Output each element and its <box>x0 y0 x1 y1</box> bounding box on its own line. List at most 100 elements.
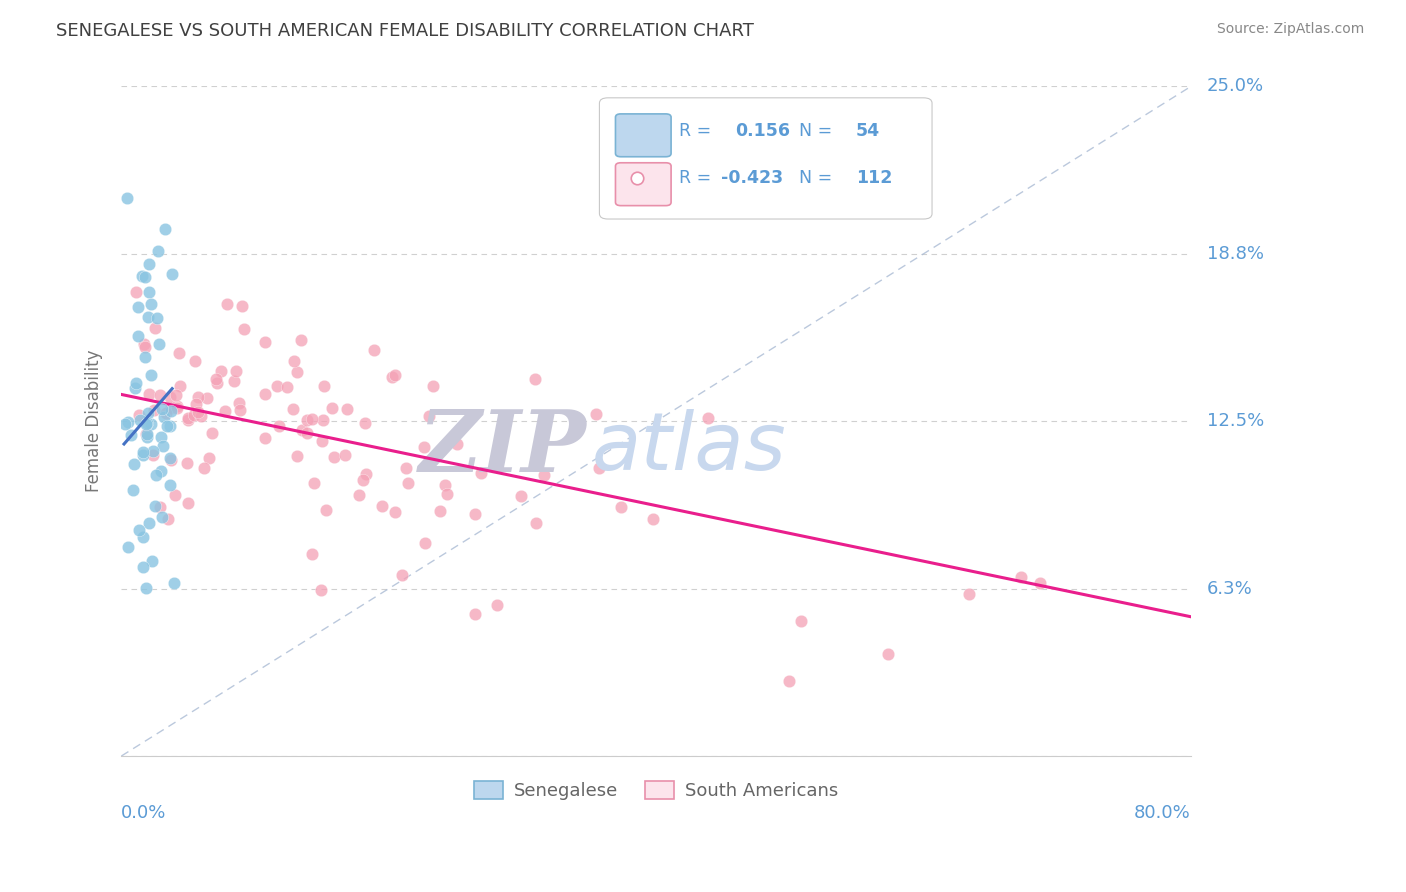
Point <box>371 499 394 513</box>
Point <box>1010 570 1032 584</box>
Point <box>276 380 298 394</box>
Point <box>205 376 228 390</box>
Point <box>523 372 546 386</box>
Point <box>395 461 418 475</box>
FancyBboxPatch shape <box>616 114 671 157</box>
Point <box>254 430 277 444</box>
Point <box>876 647 898 661</box>
Point <box>363 343 385 358</box>
Point <box>153 222 176 236</box>
Point <box>159 391 181 405</box>
Text: 12.5%: 12.5% <box>1206 412 1264 430</box>
Point <box>142 444 165 458</box>
FancyBboxPatch shape <box>599 98 932 219</box>
Point <box>291 423 314 437</box>
Text: Source: ZipAtlas.com: Source: ZipAtlas.com <box>1216 22 1364 37</box>
Point <box>231 299 253 313</box>
Point <box>159 478 181 492</box>
Point <box>311 412 333 426</box>
Point <box>232 321 254 335</box>
Point <box>352 473 374 487</box>
Point <box>312 379 335 393</box>
Point <box>128 523 150 537</box>
Point <box>486 598 509 612</box>
Point <box>588 461 610 475</box>
Point <box>139 297 162 311</box>
Point <box>384 368 406 382</box>
Point <box>124 458 146 472</box>
Point <box>138 257 160 271</box>
Point <box>315 503 337 517</box>
Point <box>297 426 319 441</box>
Point <box>413 536 436 550</box>
Point <box>155 406 177 420</box>
Point <box>214 404 236 418</box>
Point <box>166 399 188 413</box>
Point <box>285 365 308 379</box>
Point <box>157 512 180 526</box>
Text: 6.3%: 6.3% <box>1206 580 1253 598</box>
Point <box>176 456 198 470</box>
Point <box>134 340 156 354</box>
Point <box>201 426 224 441</box>
Point <box>132 559 155 574</box>
Point <box>167 346 190 360</box>
Point <box>138 387 160 401</box>
Point <box>464 507 486 521</box>
Point <box>132 445 155 459</box>
Point <box>381 370 404 384</box>
Point <box>422 379 444 393</box>
Point <box>269 419 291 434</box>
Point <box>190 409 212 423</box>
Point <box>697 410 720 425</box>
Point <box>135 427 157 442</box>
Point <box>204 372 226 386</box>
Point <box>129 413 152 427</box>
Point <box>152 409 174 424</box>
Point <box>132 530 155 544</box>
Point <box>464 607 486 621</box>
Point <box>778 673 800 688</box>
Point <box>225 364 247 378</box>
Point <box>177 413 200 427</box>
Point <box>117 540 139 554</box>
Point <box>321 401 343 416</box>
Point <box>418 409 440 423</box>
Point <box>134 269 156 284</box>
Point <box>322 450 344 464</box>
Point <box>177 495 200 509</box>
Point <box>266 379 288 393</box>
Point <box>215 296 238 310</box>
Point <box>135 417 157 431</box>
Point <box>163 487 186 501</box>
Point <box>131 448 153 462</box>
Point <box>197 450 219 465</box>
Point <box>446 437 468 451</box>
Point <box>117 415 139 429</box>
Point <box>436 487 458 501</box>
Text: 0.156: 0.156 <box>735 122 790 140</box>
Text: 112: 112 <box>856 169 893 187</box>
Point <box>283 354 305 368</box>
Point <box>354 467 377 482</box>
Point <box>166 401 188 415</box>
Point <box>150 509 173 524</box>
Point <box>128 408 150 422</box>
Point <box>470 466 492 480</box>
Point <box>160 404 183 418</box>
Point <box>228 396 250 410</box>
Point <box>254 387 277 401</box>
Point <box>193 460 215 475</box>
Text: 18.8%: 18.8% <box>1206 244 1264 263</box>
Point <box>136 416 159 430</box>
Text: SENEGALESE VS SOUTH AMERICAN FEMALE DISABILITY CORRELATION CHART: SENEGALESE VS SOUTH AMERICAN FEMALE DISA… <box>56 22 754 40</box>
Point <box>187 405 209 419</box>
Point <box>1029 576 1052 591</box>
Point <box>125 376 148 390</box>
Point <box>141 554 163 568</box>
Text: ZIP: ZIP <box>419 406 586 490</box>
Point <box>136 310 159 324</box>
Text: R =: R = <box>679 122 716 140</box>
Point <box>641 512 664 526</box>
Point <box>145 468 167 483</box>
